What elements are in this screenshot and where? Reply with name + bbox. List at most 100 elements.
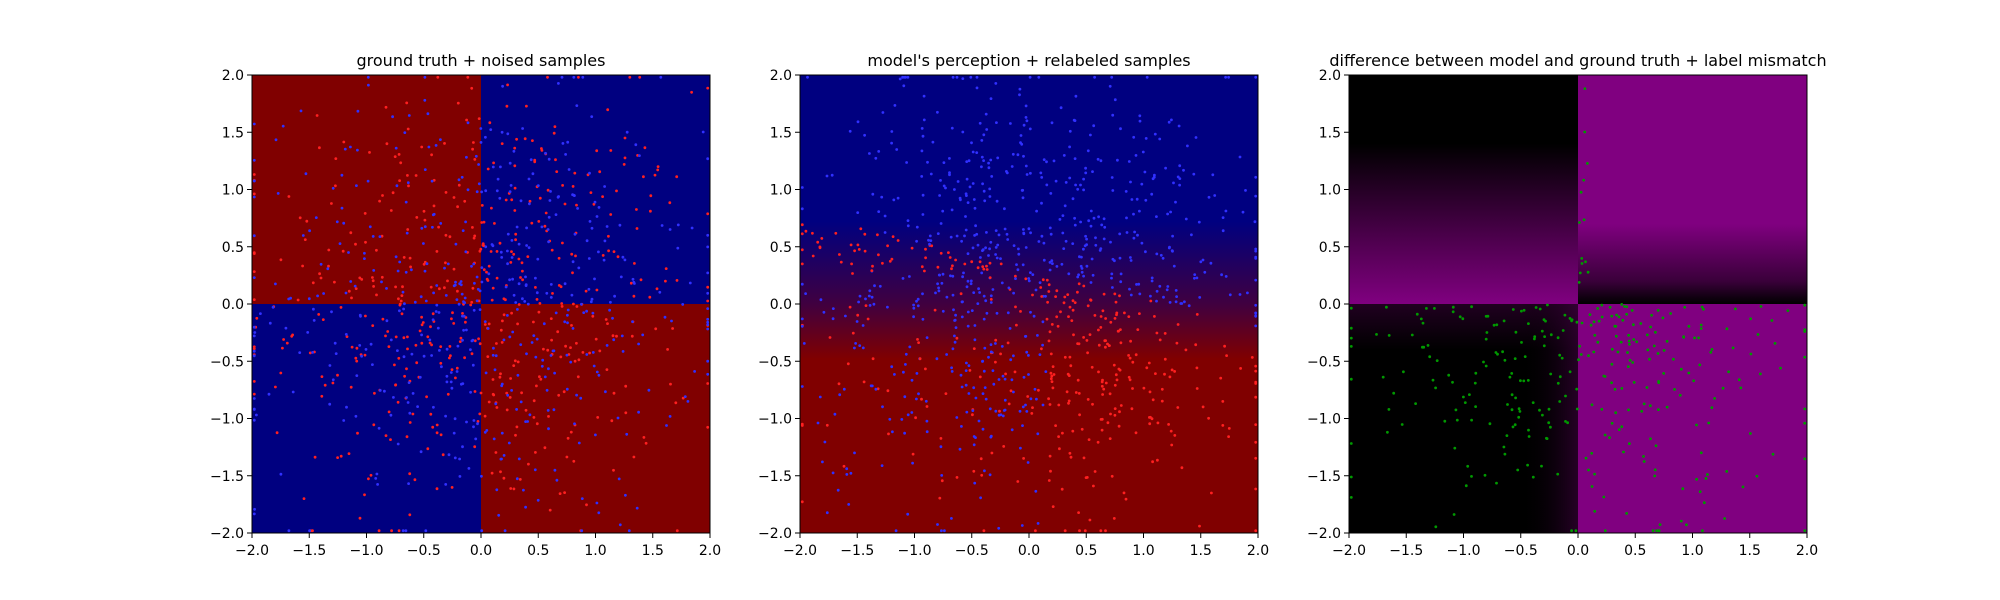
data-point (972, 198, 976, 201)
data-point (975, 232, 979, 236)
data-point (1136, 328, 1140, 331)
data-point (930, 244, 934, 248)
data-point (252, 276, 256, 279)
data-point (576, 375, 580, 379)
data-point (1588, 313, 1592, 316)
data-point (800, 385, 804, 388)
data-point (873, 284, 876, 288)
data-point (514, 301, 518, 304)
data-point (410, 268, 413, 272)
data-point (546, 75, 549, 79)
data-point (1119, 272, 1123, 276)
data-point (544, 151, 547, 155)
data-point (479, 391, 483, 395)
data-point (922, 94, 926, 98)
data-point (1118, 232, 1122, 236)
data-point (499, 470, 502, 474)
data-point (1172, 181, 1175, 185)
data-point (1115, 378, 1119, 382)
data-point (466, 121, 470, 125)
data-point (904, 363, 907, 366)
data-point (1155, 289, 1159, 293)
data-point (880, 195, 884, 199)
data-point (890, 130, 894, 133)
data-point (1040, 295, 1044, 298)
data-point (492, 346, 495, 350)
data-point (999, 262, 1003, 266)
y-tick-label: 0.0 (1319, 297, 1341, 313)
data-point (1673, 388, 1676, 391)
data-point (971, 150, 975, 154)
data-point (521, 127, 524, 130)
data-point (1036, 334, 1039, 337)
data-point (1435, 359, 1439, 362)
data-point (581, 351, 585, 354)
data-point (1455, 418, 1459, 422)
data-point (858, 344, 862, 347)
data-point (1124, 497, 1128, 501)
x-tick-label: 0.0 (1567, 543, 1589, 559)
data-point (1201, 258, 1205, 262)
data-point (1586, 270, 1590, 274)
data-point (414, 174, 418, 177)
data-point (1066, 293, 1070, 296)
data-point (625, 130, 629, 134)
data-point (1039, 171, 1043, 175)
data-point (942, 184, 946, 188)
data-point (252, 418, 256, 422)
data-point (285, 341, 289, 345)
data-point (1010, 378, 1014, 382)
data-point (1034, 288, 1038, 292)
data-point (374, 477, 378, 480)
x-tick-label: −1.0 (1447, 543, 1481, 559)
data-point (1051, 386, 1055, 390)
data-point (553, 371, 556, 375)
data-point (921, 292, 924, 296)
data-point (665, 424, 668, 427)
data-point (1036, 432, 1040, 436)
data-point (1149, 299, 1153, 303)
data-point (252, 349, 256, 353)
data-point (563, 202, 567, 206)
data-point (1556, 336, 1560, 340)
data-point (363, 212, 367, 215)
x-tick-label: −2.0 (1332, 543, 1366, 559)
data-point (1600, 303, 1604, 307)
data-point (276, 192, 280, 195)
data-point (464, 220, 467, 224)
data-point (1600, 315, 1604, 319)
data-point (1578, 221, 1581, 224)
data-point (1178, 177, 1182, 181)
data-point (1538, 408, 1541, 412)
data-point (279, 371, 283, 375)
data-point (1047, 479, 1051, 482)
data-point (519, 199, 523, 203)
data-point (1443, 419, 1447, 423)
data-point (577, 266, 581, 270)
data-point (648, 295, 652, 299)
data-point (1628, 358, 1632, 362)
data-point (967, 159, 971, 163)
data-point (1737, 378, 1741, 382)
data-point (991, 369, 995, 372)
data-point (1021, 424, 1024, 427)
data-point (1602, 374, 1606, 378)
data-point (1616, 350, 1620, 354)
data-point (906, 219, 910, 223)
data-point (1246, 291, 1249, 295)
data-point (306, 331, 310, 334)
data-point (804, 229, 808, 233)
data-point (1088, 518, 1092, 522)
data-point (470, 300, 474, 304)
data-point (995, 199, 999, 203)
data-point (435, 250, 439, 253)
data-point (385, 142, 389, 146)
data-point (920, 397, 923, 401)
data-point (1210, 491, 1213, 495)
data-point (1709, 350, 1713, 354)
data-point (593, 200, 597, 204)
data-point (1164, 166, 1167, 170)
data-point (514, 238, 517, 242)
data-point (1617, 428, 1621, 431)
data-point (1134, 154, 1138, 157)
